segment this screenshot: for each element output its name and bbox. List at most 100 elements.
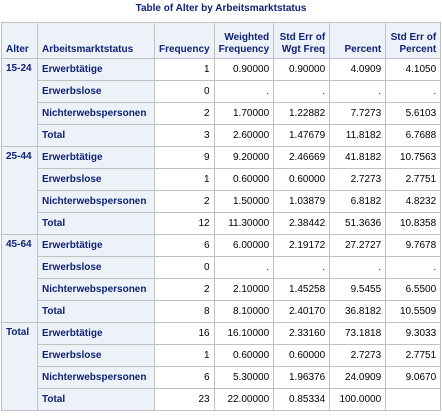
weighted-frequency-cell: 22.00000 <box>213 388 275 411</box>
status-label: Erwerbslose <box>37 168 155 191</box>
percent-cell: 73.1818 <box>329 322 387 345</box>
weighted-frequency-cell: 0.90000 <box>213 58 275 81</box>
stderr-wgt-freq-cell: 1.22882 <box>273 102 331 125</box>
status-label: Nichterwebspersonen <box>37 366 155 389</box>
frequency-cell: 2 <box>154 278 215 301</box>
table-row: Erwerbslose 1 0.60000 0.60000 2.7273 2.7751 <box>2 168 442 191</box>
percent-cell: 9.5455 <box>329 278 387 301</box>
stderr-wgt-freq-cell: 2.33160 <box>273 322 331 345</box>
header-sepct-line2: Percent <box>399 44 437 55</box>
table-row: 45-64 Erwerbtätige 6 6.00000 2.19172 27.2727 9… <box>1 234 442 323</box>
stderr-wgt-freq-cell: 2.19172 <box>273 234 331 257</box>
frequency-cell: 9 <box>154 146 215 169</box>
weighted-frequency-cell: 5.30000 <box>213 366 275 389</box>
table-row: Erwerbslose 0.... <box>2 256 442 279</box>
status-label: Erwerbtätige <box>37 234 155 257</box>
frequency-cell: 6 <box>154 234 215 257</box>
status-label: Erwerbslose <box>37 344 155 367</box>
table-row: 25-44 Erwerbtätige 9 9.20000 2.46669 41.8182 1… <box>1 146 442 235</box>
weighted-frequency-cell: 0.60000 <box>213 344 275 367</box>
stderr-percent-cell: 5.6103 <box>385 102 442 125</box>
weighted-frequency-cell: . <box>213 256 275 279</box>
header-stderr-wgt-freq: Std Err of Wgt Freq <box>273 22 331 59</box>
stderr-wgt-freq-cell: . <box>273 80 331 103</box>
stderr-wgt-freq-cell: 1.47679 <box>273 124 331 147</box>
stderr-percent-cell: 2.7751 <box>385 168 442 191</box>
header-percent: Percent <box>329 22 387 59</box>
percent-cell: 4.0909 <box>329 58 387 81</box>
table-row: Erwerbslose 1 0.60000 0.60000 2.7273 2.7751 <box>2 344 442 367</box>
stderr-wgt-freq-cell: 1.96376 <box>273 366 331 389</box>
header-stderr-percent: Std Err of Percent <box>385 22 442 59</box>
table-row: Nichterwebspersonen 2 1.70000 1.22882 7.7273… <box>2 102 442 125</box>
stderr-percent-cell <box>385 388 442 411</box>
percent-cell: 7.7273 <box>329 102 387 125</box>
status-label: Nichterwebspersonen <box>37 190 155 213</box>
frequency-cell: 12 <box>154 212 215 235</box>
header-sewf-line1: Std Err of <box>279 32 326 43</box>
header-wfreq-line1: Weighted <box>224 32 270 43</box>
percent-cell: 11.8182 <box>329 124 387 147</box>
weighted-frequency-cell: 2.60000 <box>213 124 275 147</box>
table-row: 15-24 Erwerbtätige 1 0.90000 0.90000 4.0909 4.… <box>1 58 442 147</box>
weighted-frequency-cell: 1.50000 <box>213 190 275 213</box>
table-row: Nichterwebspersonen 2 1.50000 1.03879 6.8182… <box>2 190 442 213</box>
alter-group-label: Total <box>1 322 38 411</box>
header-sewf-line2: Wgt Freq <box>281 44 326 55</box>
weighted-frequency-cell: 2.10000 <box>213 278 275 301</box>
frequency-cell: 1 <box>154 168 215 191</box>
table-row: Total 3 2.60000 1.47679 11.8182 6.7688 <box>2 124 442 147</box>
stderr-percent-cell: 9.3033 <box>385 322 442 345</box>
status-label: Total <box>37 300 155 323</box>
percent-cell: 100.0000 <box>329 388 387 411</box>
frequency-cell: 2 <box>154 190 215 213</box>
percent-cell: . <box>329 80 387 103</box>
frequency-cell: 0 <box>154 256 215 279</box>
crosstab-table: Alter Arbeitsmarktstatus Frequency Weigh… <box>1 22 442 411</box>
table-row: Erwerbslose 0.... <box>2 80 442 103</box>
percent-cell: 36.8182 <box>329 300 387 323</box>
status-label: Erwerbtätige <box>37 146 155 169</box>
stderr-percent-cell: 4.1050 <box>385 58 442 81</box>
percent-cell: 6.8182 <box>329 190 387 213</box>
stderr-wgt-freq-cell: 2.40170 <box>273 300 331 323</box>
stderr-percent-cell: 6.5500 <box>385 278 442 301</box>
frequency-cell: 1 <box>154 344 215 367</box>
status-label: Nichterwebspersonen <box>37 102 155 125</box>
header-status: Arbeitsmarktstatus <box>37 22 155 59</box>
stderr-percent-cell: 6.7688 <box>385 124 442 147</box>
alter-group-label: 15-24 <box>1 58 38 147</box>
header-weighted-frequency: Weighted Frequency <box>213 22 275 59</box>
frequency-cell: 0 <box>154 80 215 103</box>
stderr-wgt-freq-cell: . <box>273 256 331 279</box>
alter-group-label: 45-64 <box>1 234 38 323</box>
stderr-wgt-freq-cell: 1.03879 <box>273 190 331 213</box>
stderr-wgt-freq-cell: 1.45258 <box>273 278 331 301</box>
weighted-frequency-cell: . <box>213 80 275 103</box>
stderr-wgt-freq-cell: 0.60000 <box>273 168 331 191</box>
stderr-wgt-freq-cell: 0.60000 <box>273 344 331 367</box>
status-label: Erwerbslose <box>37 256 155 279</box>
stderr-wgt-freq-cell: 2.38442 <box>273 212 331 235</box>
stderr-percent-cell: 10.5509 <box>385 300 442 323</box>
table-title: Table of Alter by Arbeitsmarktstatus <box>135 3 307 14</box>
stderr-percent-cell: 4.8232 <box>385 190 442 213</box>
stderr-wgt-freq-cell: 0.90000 <box>273 58 331 81</box>
percent-cell: 2.7273 <box>329 168 387 191</box>
percent-cell: 51.3636 <box>329 212 387 235</box>
weighted-frequency-cell: 1.70000 <box>213 102 275 125</box>
weighted-frequency-cell: 9.20000 <box>213 146 275 169</box>
percent-cell: 27.2727 <box>329 234 387 257</box>
header-wfreq-line2: Frequency <box>218 44 270 55</box>
frequency-cell: 16 <box>154 322 215 345</box>
table-row: Total 8 8.10000 2.40170 36.8182 10.5509 <box>2 300 442 323</box>
frequency-cell: 2 <box>154 102 215 125</box>
percent-cell: 24.0909 <box>329 366 387 389</box>
stderr-percent-cell: 9.0670 <box>385 366 442 389</box>
weighted-frequency-cell: 16.10000 <box>213 322 275 345</box>
frequency-cell: 3 <box>154 124 215 147</box>
table-row: Total Erwerbtätige 16 16.10000 2.33160 73.181… <box>1 322 442 411</box>
stderr-wgt-freq-cell: 0.85334 <box>273 388 331 411</box>
status-label: Total <box>37 212 155 235</box>
stderr-percent-cell: 9.7678 <box>385 234 442 257</box>
